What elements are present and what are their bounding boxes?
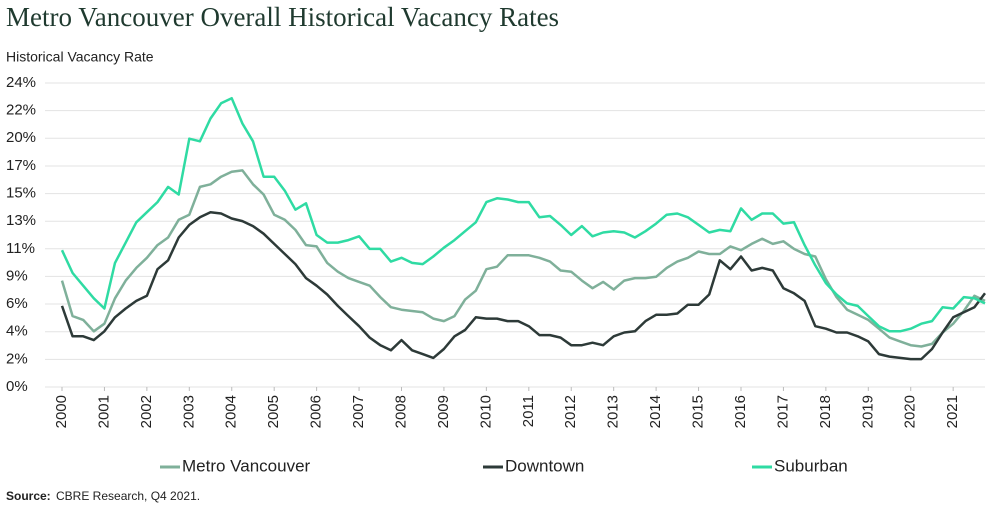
y-tick-label: 24%	[6, 74, 36, 91]
chart-title: Metro Vancouver Overall Historical Vacan…	[6, 2, 559, 32]
y-tick-label: 6%	[6, 295, 28, 312]
x-tick-label: 2000	[53, 395, 70, 428]
x-tick-label: 2010	[477, 395, 494, 428]
y-tick-label: 0%	[6, 378, 28, 395]
x-tick-label: 2020	[902, 395, 919, 428]
x-tick-label: 2013	[605, 395, 622, 428]
x-tick-label: 2001	[95, 395, 112, 428]
x-tick-label: 2018	[817, 395, 834, 428]
x-tick-label: 2006	[308, 395, 325, 428]
x-tick-label: 2021	[944, 395, 961, 428]
y-tick-label: 2%	[6, 350, 28, 367]
y-tick-label: 13%	[6, 212, 36, 229]
legend-label: Metro Vancouver	[182, 456, 311, 475]
y-tick-label: 15%	[6, 185, 36, 202]
series-line	[60, 96, 986, 333]
y-tick-label: 17%	[6, 157, 36, 174]
series-line	[60, 169, 986, 348]
x-tick-label: 2008	[392, 395, 409, 428]
source: CBRE Research, Q4 2021.	[56, 489, 200, 503]
x-tick-label: 2012	[562, 395, 579, 428]
x-tick-label: 2017	[774, 395, 791, 428]
chart-subtitle: Historical Vacancy Rate	[6, 49, 154, 65]
x-tick-label: 2015	[690, 395, 707, 428]
x-tick-label: 2016	[732, 395, 749, 428]
x-tick-label: 2014	[647, 395, 664, 428]
x-tick-label: 2003	[180, 395, 197, 428]
y-tick-label: 20%	[6, 129, 36, 146]
legend-label: Downtown	[505, 456, 584, 475]
source-label: Source:	[6, 489, 51, 503]
x-tick-label: 2004	[223, 395, 240, 428]
series-line	[60, 210, 986, 361]
x-tick-label: 2009	[435, 395, 452, 428]
y-tick-label: 22%	[6, 102, 36, 119]
legend-label: Suburban	[774, 456, 848, 475]
y-tick-label: 9%	[6, 267, 28, 284]
x-tick-label: 2019	[859, 395, 876, 428]
x-tick-label: 2002	[138, 395, 155, 428]
x-tick-label: 2005	[265, 395, 282, 428]
x-tick-label: 2011	[520, 395, 537, 427]
y-tick-label: 11%	[6, 240, 35, 257]
y-tick-label: 4%	[6, 323, 28, 340]
x-tick-label: 2007	[350, 395, 367, 428]
